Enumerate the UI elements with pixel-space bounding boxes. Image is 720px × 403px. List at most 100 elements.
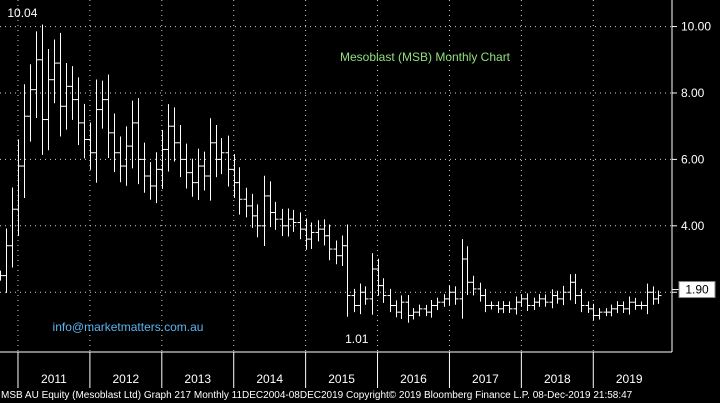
- ohlc-bar: [135, 98, 142, 185]
- x-tick-label: 2016: [400, 372, 427, 386]
- x-tick-label: 2019: [616, 372, 643, 386]
- ohlc-bar: [236, 167, 243, 215]
- ohlc-bar: [75, 77, 82, 146]
- last-price-marker: 1.90: [672, 281, 716, 299]
- footer-text: MSB AU Equity (Mesoblast Ltd) Graph 217 …: [1, 390, 633, 401]
- ohlc-bar: [243, 187, 250, 218]
- ohlc-bar: [398, 295, 405, 320]
- ohlc-bar: [488, 301, 495, 310]
- ohlc-bar: [590, 303, 597, 321]
- ohlc-bar: [189, 158, 196, 197]
- ohlc-bar: [369, 253, 376, 315]
- ohlc-bar: [63, 63, 70, 130]
- ohlc-bar: [254, 204, 261, 238]
- ohlc-bar: [51, 39, 58, 104]
- ohlc-bar: [165, 104, 172, 172]
- ohlc-bar: [351, 288, 358, 313]
- ohlc-bar: [578, 288, 585, 313]
- ohlc-bar: [33, 31, 40, 119]
- ohlc-bar: [15, 139, 22, 236]
- ohlc-bar: [536, 294, 543, 307]
- ohlc-bar: [129, 100, 136, 169]
- ohlc-bar: [45, 49, 52, 151]
- last-price-box: [678, 281, 716, 299]
- x-tick-label: 2014: [256, 372, 283, 386]
- ohlc-bar: [9, 187, 16, 268]
- ohlc-bar: [380, 278, 387, 303]
- ohlc-bar: [153, 152, 160, 204]
- ohlc-bar: [344, 224, 351, 317]
- annotation-label: 10.04: [7, 6, 37, 20]
- ohlc-bar: [290, 209, 297, 232]
- ohlc-bar: [3, 228, 10, 293]
- ohlc-bar: [195, 148, 202, 201]
- ohlc-bar: [333, 240, 340, 265]
- ohlc-bar: [315, 220, 322, 242]
- ohlc-bar: [117, 136, 124, 183]
- annotation-label: 1.01: [345, 332, 369, 346]
- ohlc-bar: [81, 103, 88, 159]
- ohlc-bar: [21, 84, 28, 199]
- x-tick-label: 2018: [544, 372, 571, 386]
- y-tick-label: 10.00: [681, 20, 711, 34]
- ohlc-bar: [225, 135, 232, 187]
- ohlc-bar: [308, 222, 315, 249]
- ohlc-bar: [434, 297, 441, 311]
- ohlc-bars: [0, 24, 662, 323]
- x-tick-label: 2012: [112, 372, 139, 386]
- ohlc-bar: [27, 64, 34, 142]
- ohlc-bar: [183, 143, 190, 189]
- ohlc-bar: [207, 118, 214, 201]
- ohlc-bar: [542, 294, 549, 307]
- ohlc-bar: [506, 301, 513, 313]
- ohlc-bar: [632, 297, 639, 310]
- ohlc-bar: [482, 288, 489, 313]
- ohlc-bar: [362, 286, 369, 305]
- x-axis: 2011 2012 2013 2014 2015 2016 2017 2018 2019: [0, 351, 672, 388]
- ohlc-bar: [105, 74, 112, 159]
- ohlc-bar: [123, 126, 130, 186]
- x-tick-label: 2015: [328, 372, 355, 386]
- footer-bar: [0, 388, 720, 403]
- ohlc-bar: [560, 285, 567, 306]
- ohlc-bar: [614, 301, 621, 314]
- ohlc-bar: [518, 294, 525, 307]
- annotations: 10.04 1.01: [7, 6, 368, 346]
- y-tick-label: 6.00: [681, 152, 705, 166]
- y-tick-label: 8.00: [681, 86, 705, 100]
- ohlc-bar: [297, 212, 304, 240]
- x-tick-label: 2017: [472, 372, 499, 386]
- ohlc-bar: [416, 304, 423, 317]
- ohlc-bar: [93, 79, 100, 183]
- ohlc-bar: [464, 246, 471, 295]
- ohlc-bar: [261, 175, 268, 247]
- ohlc-bar: [0, 270, 4, 281]
- ohlc-bar: [387, 288, 394, 313]
- watermark-text: info@marketmatters.com.au: [53, 320, 204, 334]
- ohlc-bar: [218, 138, 225, 175]
- ohlc-bar: [620, 301, 627, 313]
- ohlc-bar: [159, 129, 166, 189]
- ohlc-bar: [69, 66, 76, 120]
- ohlc-bar: [644, 283, 651, 315]
- ohlc-bar: [655, 290, 662, 304]
- ohlc-bar: [554, 290, 561, 304]
- ohlc-bar: [141, 142, 148, 193]
- ohlc-bar: [171, 107, 178, 162]
- ohlc-bar: [279, 208, 286, 237]
- last-price-label: 1.90: [685, 283, 709, 297]
- ohlc-bar: [111, 113, 118, 173]
- ohlc-bar: [452, 286, 459, 305]
- ohlc-bar: [524, 293, 531, 312]
- ohlc-bar: [428, 299, 435, 318]
- ohlc-bar: [201, 151, 208, 191]
- ohlc-bar: [410, 308, 417, 320]
- ohlc-bar: [572, 273, 579, 304]
- x-tick-label: 2013: [184, 372, 211, 386]
- chart-title: Mesoblast (MSB) Monthly Chart: [340, 50, 511, 64]
- ohlc-bar: [99, 80, 106, 129]
- ohlc-bar: [57, 32, 64, 137]
- y-tick-label: 4.00: [681, 219, 705, 233]
- ohlc-bar: [596, 308, 603, 320]
